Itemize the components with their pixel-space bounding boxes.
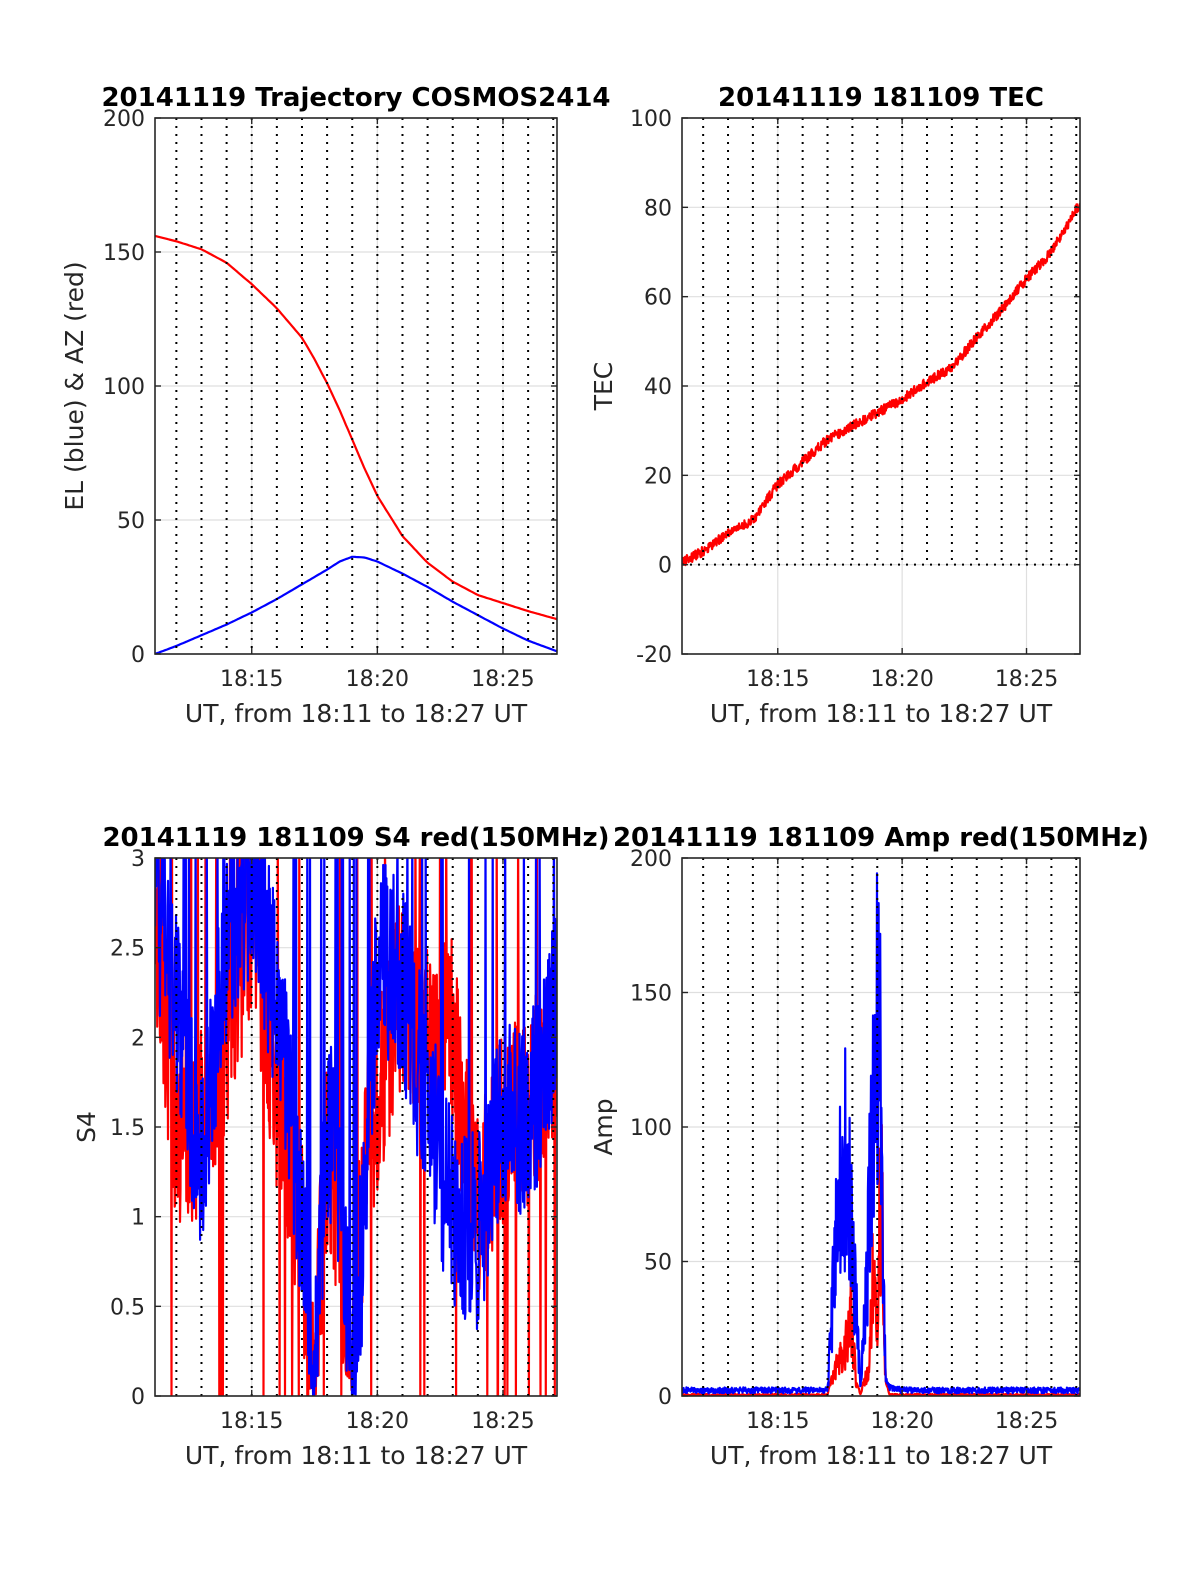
y-axis-label: S4 xyxy=(72,1111,101,1143)
chart-title: 20141119 Trajectory COSMOS2414 xyxy=(101,83,610,113)
y-tick-label: -20 xyxy=(636,643,672,668)
amp-panel: 0 50 100 150 200 18:15 18:20 18:25 20141119 1811… xyxy=(589,823,1149,1470)
y-tick-label: 1 xyxy=(131,1206,145,1231)
x-tick-label: 18:15 xyxy=(220,667,283,692)
y-tick-label: 3 xyxy=(131,847,145,872)
series-line-1 xyxy=(682,872,1080,1395)
y-tick-label: 200 xyxy=(630,847,672,872)
y-tick-label: 40 xyxy=(644,375,672,400)
y-tick-label: 100 xyxy=(630,1116,672,1141)
y-tick-label: 150 xyxy=(630,982,672,1007)
y-tick-label: 0 xyxy=(658,1385,672,1410)
series-line-0 xyxy=(155,234,557,621)
y-tick-label: 0 xyxy=(131,1385,145,1410)
y-tick-label: 20 xyxy=(644,464,672,489)
chart-title: 20141119 181109 TEC xyxy=(718,83,1044,113)
x-axis-label: UT, from 18:11 to 18:27 UT xyxy=(185,699,528,728)
y-axis-label: Amp xyxy=(589,1098,618,1155)
trajectory-panel: 0 50 100 150 200 18:15 18:20 18:25 20141119 Traj… xyxy=(60,83,611,728)
y-tick-label: 1.5 xyxy=(110,1116,145,1141)
series-group xyxy=(682,203,1080,567)
x-axis-label: UT, from 18:11 to 18:27 UT xyxy=(710,699,1053,728)
x-tick-label: 18:15 xyxy=(220,1409,283,1434)
x-tick-label: 18:25 xyxy=(995,1409,1058,1434)
x-tick-label: 18:20 xyxy=(346,1409,409,1434)
series-group xyxy=(155,858,557,1396)
y-tick-label: 2.5 xyxy=(110,937,145,962)
tec-panel: -20 0 20 40 60 80 100 18:15 18:20 18:25 20141119 1… xyxy=(589,83,1081,728)
y-tick-label: 2 xyxy=(131,1026,145,1051)
y-tick-label: 50 xyxy=(117,509,145,534)
x-axis-label: UT, from 18:11 to 18:27 UT xyxy=(710,1441,1053,1470)
y-tick-label: 150 xyxy=(103,241,145,266)
x-tick-label: 18:15 xyxy=(746,667,809,692)
x-tick-label: 18:20 xyxy=(870,667,933,692)
y-tick-label: 100 xyxy=(103,375,145,400)
y-tick-label: 200 xyxy=(103,107,145,132)
series-line-1 xyxy=(155,858,557,1396)
x-tick-label: 18:15 xyxy=(746,1409,809,1434)
y-tick-label: 50 xyxy=(644,1251,672,1276)
y-tick-label: 60 xyxy=(644,286,672,311)
y-tick-label: 0 xyxy=(658,554,672,579)
y-tick-label: 0 xyxy=(131,643,145,668)
x-tick-label: 18:25 xyxy=(471,667,534,692)
x-tick-label: 18:25 xyxy=(471,1409,534,1434)
y-axis-label: EL (blue) & AZ (red) xyxy=(60,261,89,510)
y-tick-label: 80 xyxy=(644,196,672,221)
y-axis-label: TEC xyxy=(589,362,618,412)
x-axis-label: UT, from 18:11 to 18:27 UT xyxy=(185,1441,528,1470)
series-group xyxy=(155,234,557,654)
chart-title: 20141119 181109 Amp red(150MHz) xyxy=(613,823,1149,853)
s4-panel: 0 0.5 1 1.5 2 2.5 3 18:15 18:20 18:25 20141119 181… xyxy=(72,823,610,1470)
x-tick-label: 18:20 xyxy=(870,1409,933,1434)
series-line-0 xyxy=(682,203,1080,567)
x-tick-label: 18:20 xyxy=(346,667,409,692)
y-tick-label: 0.5 xyxy=(110,1295,145,1320)
x-tick-label: 18:25 xyxy=(995,667,1058,692)
chart-title: 20141119 181109 S4 red(150MHz) xyxy=(102,823,609,853)
y-tick-label: 100 xyxy=(630,107,672,132)
series-line-1 xyxy=(155,555,557,654)
